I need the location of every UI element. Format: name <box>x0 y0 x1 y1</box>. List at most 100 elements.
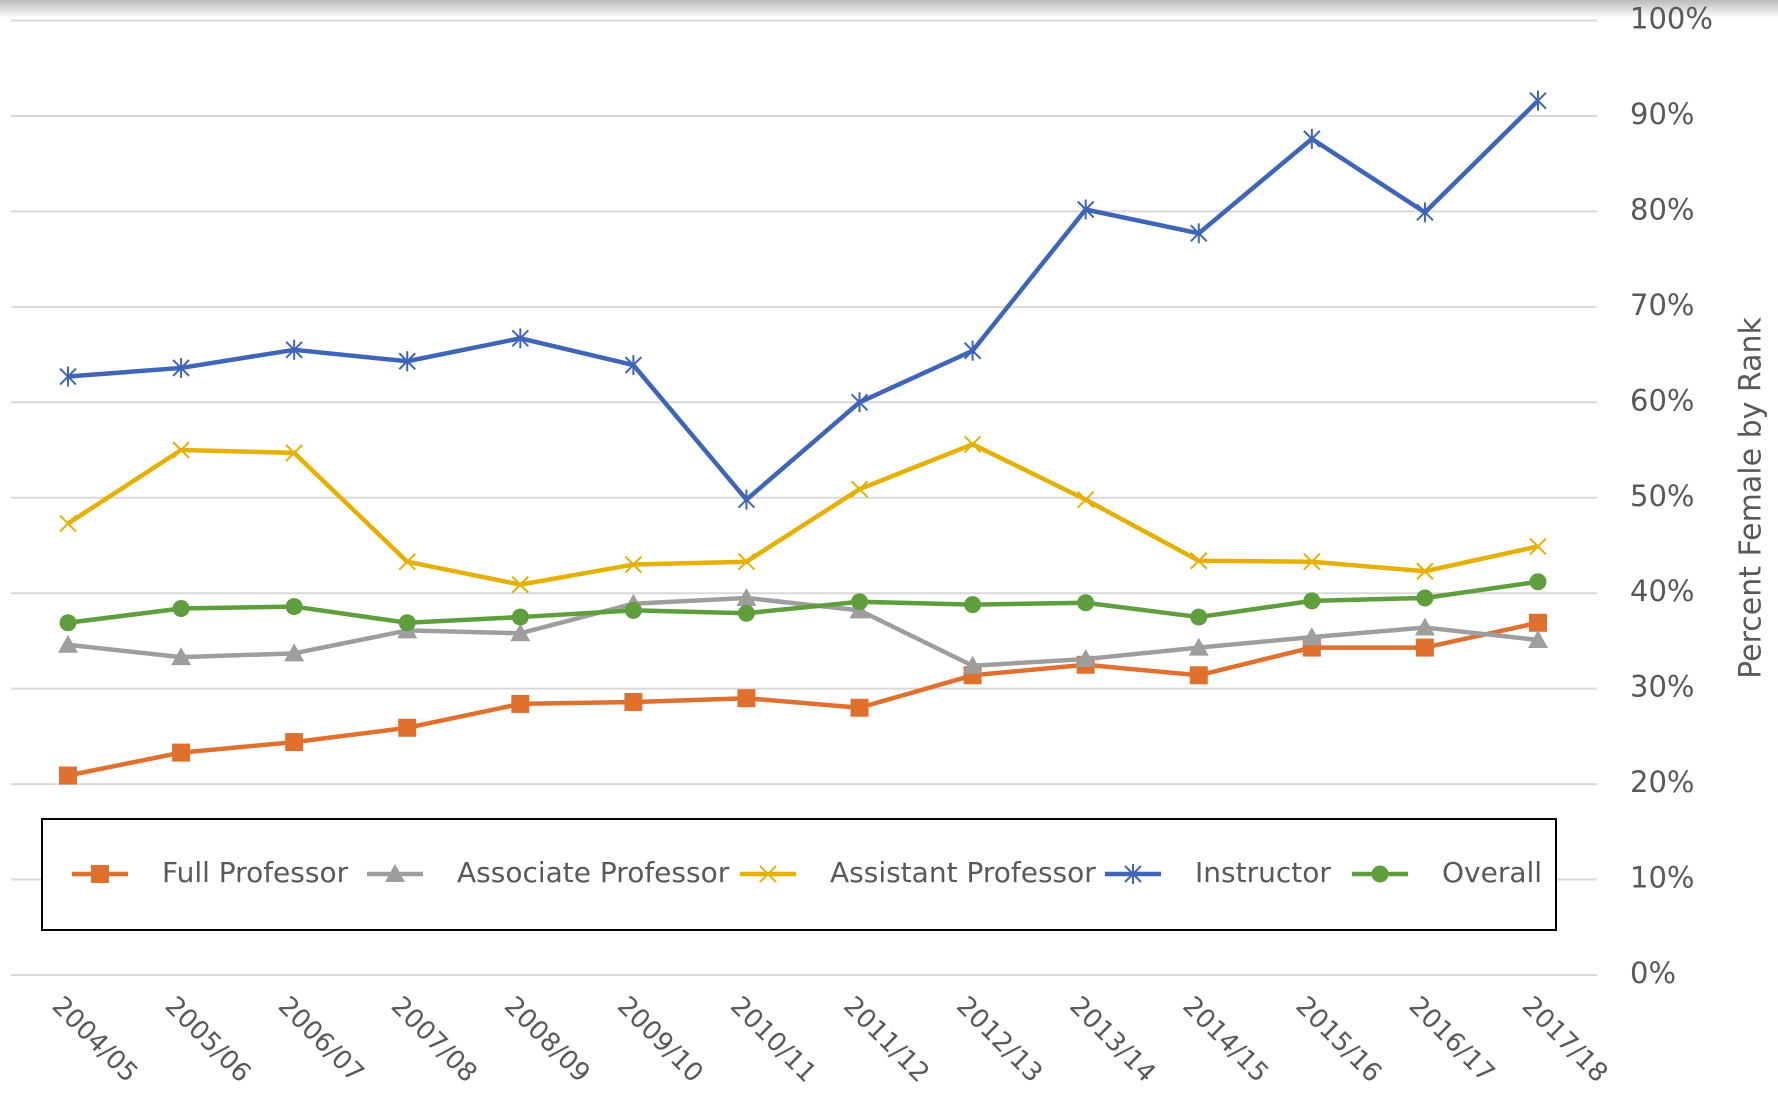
point-marker <box>58 634 78 653</box>
point-marker <box>1529 90 1547 111</box>
point-marker <box>59 614 77 632</box>
series-line <box>66 442 1539 587</box>
point-marker <box>1190 223 1208 244</box>
y-tick-label: 30% <box>1630 670 1694 704</box>
point-marker <box>737 689 756 708</box>
x-tick-label: 2015/16 <box>1290 991 1388 1089</box>
point-marker <box>1416 202 1434 223</box>
legend-marker <box>759 865 777 883</box>
point-marker <box>1190 552 1208 570</box>
point-marker <box>1076 490 1095 509</box>
legend-marker <box>91 865 109 883</box>
point-marker <box>398 614 416 632</box>
series-line <box>67 595 1539 668</box>
point-marker <box>737 604 755 622</box>
point-marker <box>737 489 756 510</box>
point-marker <box>624 355 643 376</box>
y-tick-label: 50% <box>1630 479 1694 513</box>
point-marker <box>285 444 303 462</box>
point-marker <box>736 587 757 606</box>
y-tick-label: 80% <box>1630 192 1694 226</box>
point-marker <box>511 575 530 594</box>
point-marker <box>624 601 642 619</box>
y-tick-label: 10% <box>1630 861 1694 895</box>
point-marker <box>1303 128 1321 149</box>
legend-marker <box>1124 864 1142 884</box>
y-tick-label: 100% <box>1630 2 1713 36</box>
point-marker <box>284 643 305 662</box>
legend-label: Full Professor <box>162 856 349 889</box>
point-marker <box>963 435 982 454</box>
x-tick-label: 2010/11 <box>724 991 822 1089</box>
legend-label: Assistant Professor <box>830 856 1096 889</box>
point-marker <box>737 552 756 571</box>
x-tick-label: 2009/10 <box>611 991 709 1089</box>
x-tick-label: 2005/06 <box>159 991 257 1089</box>
point-marker <box>285 598 303 616</box>
point-marker <box>1416 589 1434 607</box>
x-tick-label: 2012/13 <box>950 991 1048 1089</box>
point-marker <box>1076 199 1095 220</box>
point-marker <box>59 766 77 785</box>
point-marker <box>511 328 530 349</box>
x-tick-label: 2014/15 <box>1177 991 1275 1089</box>
point-marker <box>510 623 531 642</box>
point-marker <box>1303 552 1321 571</box>
legend-label: Associate Professor <box>457 856 730 889</box>
point-marker <box>1190 608 1208 626</box>
y-axis-title: Percent Female by Rank <box>1734 317 1769 679</box>
point-marker <box>851 593 869 611</box>
y-tick-label: 40% <box>1630 574 1694 608</box>
point-marker <box>172 357 190 378</box>
point-marker <box>1529 537 1547 556</box>
legend-marker <box>1371 865 1389 883</box>
point-marker <box>624 693 643 712</box>
point-marker <box>850 480 869 498</box>
x-tick-label: 2007/08 <box>385 991 483 1089</box>
x-tick-label: 2016/17 <box>1403 991 1501 1089</box>
point-marker <box>1415 638 1434 657</box>
x-tick-label: 2011/12 <box>837 991 935 1089</box>
point-marker <box>59 366 77 387</box>
y-tick-label: 0% <box>1630 956 1676 990</box>
y-tick-label: 60% <box>1630 383 1694 417</box>
point-marker <box>1416 562 1434 580</box>
series-line <box>67 99 1540 502</box>
point-marker <box>1189 666 1208 685</box>
point-marker <box>1529 613 1547 632</box>
point-marker <box>171 647 192 666</box>
x-tick-label: 2013/14 <box>1063 991 1161 1089</box>
point-marker <box>511 608 529 626</box>
point-marker <box>1414 617 1435 636</box>
point-marker <box>398 718 417 737</box>
point-marker <box>172 743 191 762</box>
top-shadow <box>0 0 1778 18</box>
point-marker <box>285 339 303 360</box>
y-tick-label: 90% <box>1630 97 1694 131</box>
point-marker <box>172 599 190 617</box>
point-marker <box>285 733 304 752</box>
y-tick-label: 20% <box>1630 765 1694 799</box>
x-tick-label: 2006/07 <box>272 991 370 1089</box>
y-tick-label: 70% <box>1630 288 1694 322</box>
x-tick-label: 2017/18 <box>1516 991 1614 1089</box>
point-marker <box>964 596 982 614</box>
x-tick-label: 2004/05 <box>46 991 144 1089</box>
point-marker <box>1301 627 1322 646</box>
series-line <box>67 620 1539 778</box>
point-marker <box>1529 573 1547 591</box>
point-marker <box>511 694 530 713</box>
point-marker <box>1303 592 1321 610</box>
point-marker <box>1075 649 1096 668</box>
point-marker <box>398 552 416 571</box>
point-marker <box>59 514 77 533</box>
point-marker <box>398 351 416 372</box>
point-marker <box>962 655 983 674</box>
legend-label: Instructor <box>1195 856 1331 889</box>
point-marker <box>1188 637 1209 656</box>
legend-marker <box>385 864 405 882</box>
series-line <box>67 579 1539 626</box>
point-marker <box>1528 629 1548 648</box>
